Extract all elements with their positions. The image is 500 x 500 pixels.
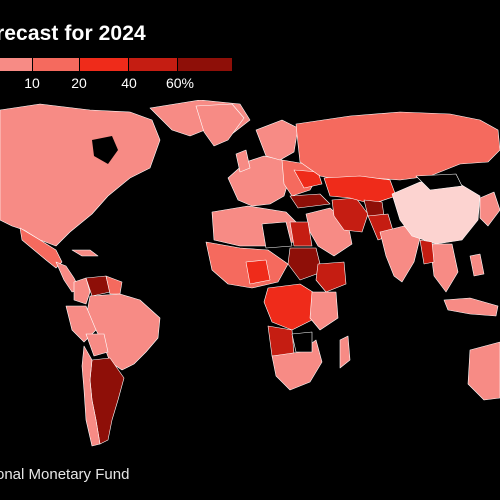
region-egypt[interactable] [289,221,313,247]
source-note: onal Monetary Fund [0,466,130,483]
legend-swatch-5 [178,58,232,71]
region-east-africa[interactable] [309,291,339,331]
region-colombia[interactable] [73,277,91,305]
region-chile[interactable] [81,345,101,447]
region-indonesia[interactable] [443,297,499,317]
region-japan-korea[interactable] [479,191,500,227]
region-scandinavia[interactable] [255,119,299,161]
region-angola[interactable] [267,325,295,357]
legend-swatch-4 [129,58,177,71]
legend-label-40: 40 [121,75,137,91]
legend-swatch-2 [33,58,79,71]
region-southeast-asia[interactable] [429,243,459,293]
region-europe-west[interactable] [227,155,291,207]
legend-label-60: 60% [165,75,195,91]
region-central-africa[interactable] [263,283,317,331]
region-libya[interactable] [261,221,293,249]
region-zambia[interactable] [291,331,313,353]
region-mexico[interactable] [19,227,63,269]
region-greenland[interactable] [195,103,245,147]
region-caribbean[interactable] [71,249,99,257]
region-australia[interactable] [467,341,500,401]
region-central-asia[interactable] [323,175,397,205]
region-bolivia[interactable] [85,333,109,357]
region-myanmar[interactable] [419,239,435,265]
region-uk[interactable] [235,149,251,173]
legend-label-20: 20 [71,75,87,91]
region-brazil[interactable] [85,293,161,371]
region-ukraine[interactable] [293,169,323,189]
region-north-america[interactable] [0,103,161,247]
region-turkey[interactable] [289,193,331,209]
region-russia[interactable] [295,111,500,181]
region-madagascar[interactable] [339,335,351,369]
region-nigeria[interactable] [245,259,271,285]
region-sudan[interactable] [287,247,323,281]
region-ethiopia[interactable] [315,261,347,293]
legend-label-10: 10 [24,75,40,91]
region-mongolia[interactable] [415,173,463,191]
world-choropleth-map [0,100,500,447]
legend-swatch-1 [0,58,32,71]
legend-swatch-3 [80,58,128,71]
hudson-bay [92,136,118,164]
region-philippines[interactable] [469,253,485,277]
map-title: recast for 2024 [0,22,146,45]
color-legend: 10 20 40 60% [0,58,240,98]
